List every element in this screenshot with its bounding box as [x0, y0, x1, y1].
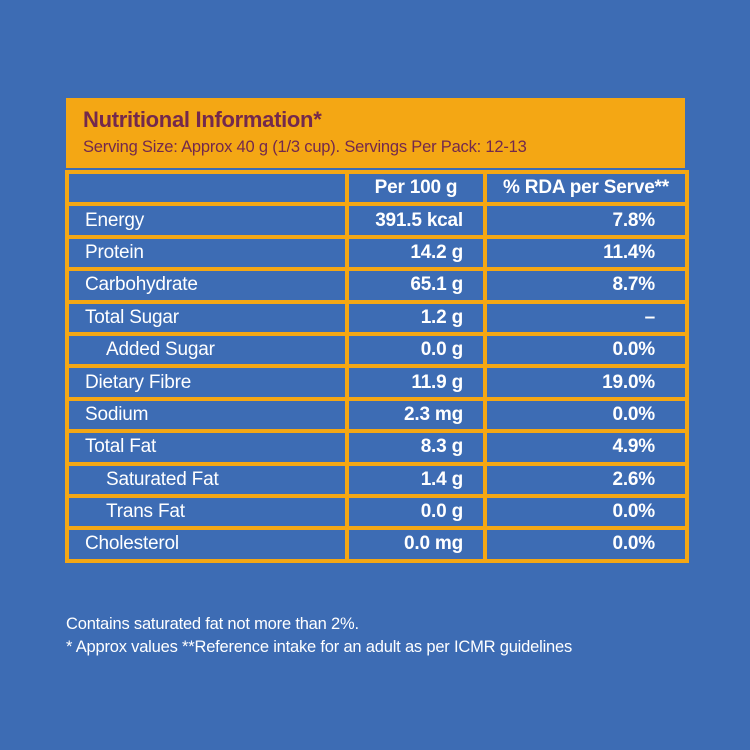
- col-header-rda-per-serve: % RDA per Serve**: [483, 169, 689, 207]
- per-100g-value: 8.3 g: [345, 429, 487, 466]
- table-row: Added Sugar 0.0 g 0.0%: [65, 331, 689, 369]
- col-header-per-100g: Per 100 g: [345, 169, 487, 207]
- serving-info: Serving Size: Approx 40 g (1/3 cup). Ser…: [83, 138, 527, 156]
- per-100g-value: 391.5 kcal: [345, 202, 487, 239]
- footnotes: Contains saturated fat not more than 2%.…: [66, 613, 686, 659]
- per-100g-value: 14.2 g: [345, 234, 487, 272]
- per-100g-value: 11.9 g: [345, 364, 487, 401]
- per-100g-value: 0.0 g: [345, 493, 487, 531]
- table-row: Total Fat 8.3 g 4.9%: [65, 429, 689, 466]
- per-100g-value: 1.4 g: [345, 461, 487, 498]
- per-100g-value: 65.1 g: [345, 267, 487, 304]
- table-row: Cholesterol 0.0 mg 0.0%: [65, 526, 689, 563]
- rda-value: 0.0%: [483, 493, 689, 531]
- nutrition-header: Nutritional Information* Serving Size: A…: [66, 98, 685, 168]
- rda-value: –: [483, 299, 689, 336]
- table-header-row: Per 100 g % RDA per Serve**: [65, 169, 689, 207]
- table-row: Trans Fat 0.0 g 0.0%: [65, 493, 689, 531]
- col-header-blank: [65, 169, 349, 207]
- table-row: Energy 391.5 kcal 7.8%: [65, 202, 689, 239]
- rda-value: 2.6%: [483, 461, 689, 498]
- nutrient-label: Sodium: [65, 396, 349, 434]
- nutrient-label: Total Sugar: [65, 299, 349, 336]
- rda-value: 0.0%: [483, 526, 689, 563]
- nutrient-label: Cholesterol: [65, 526, 349, 563]
- per-100g-value: 0.0 g: [345, 331, 487, 369]
- nutrient-label: Energy: [65, 202, 349, 239]
- footnote-saturated-fat: Contains saturated fat not more than 2%.: [66, 615, 359, 633]
- rda-value: 0.0%: [483, 396, 689, 434]
- nutrition-title: Nutritional Information*: [83, 107, 322, 132]
- rda-value: 0.0%: [483, 331, 689, 369]
- table-row: Total Sugar 1.2 g –: [65, 299, 689, 336]
- rda-value: 11.4%: [483, 234, 689, 272]
- nutrient-label: Protein: [65, 234, 349, 272]
- per-100g-value: 1.2 g: [345, 299, 487, 336]
- per-100g-value: 2.3 mg: [345, 396, 487, 434]
- nutrition-table: Per 100 g % RDA per Serve** Energy 391.5 …: [65, 169, 689, 563]
- nutrient-label: Added Sugar: [65, 331, 349, 369]
- nutrient-label: Saturated Fat: [65, 461, 349, 498]
- rda-value: 19.0%: [483, 364, 689, 401]
- table-row: Protein 14.2 g 11.4%: [65, 234, 689, 272]
- nutrient-label: Dietary Fibre: [65, 364, 349, 401]
- per-100g-value: 0.0 mg: [345, 526, 487, 563]
- nutrient-label: Carbohydrate: [65, 267, 349, 304]
- table-row: Sodium 2.3 mg 0.0%: [65, 396, 689, 434]
- rda-value: 8.7%: [483, 267, 689, 304]
- rda-value: 4.9%: [483, 429, 689, 466]
- table-row: Saturated Fat 1.4 g 2.6%: [65, 461, 689, 498]
- rda-value: 7.8%: [483, 202, 689, 239]
- table-row: Dietary Fibre 11.9 g 19.0%: [65, 364, 689, 401]
- table-row: Carbohydrate 65.1 g 8.7%: [65, 267, 689, 304]
- nutrient-label: Total Fat: [65, 429, 349, 466]
- nutrient-label: Trans Fat: [65, 493, 349, 531]
- footnote-approx-values: * Approx values **Reference intake for a…: [66, 638, 573, 656]
